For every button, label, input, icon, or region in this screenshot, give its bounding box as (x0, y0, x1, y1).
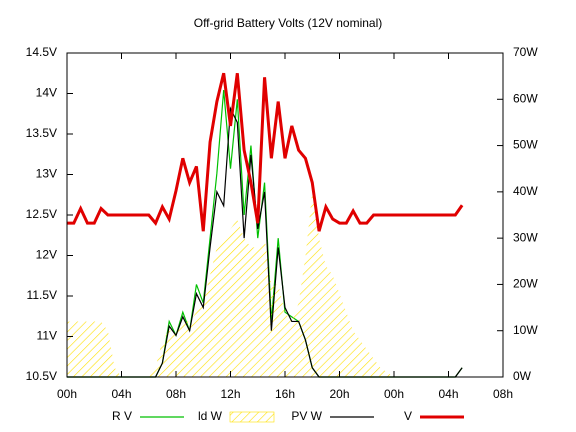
y2-tick-label: 20W (513, 277, 538, 291)
y2-tick-label: 0W (513, 369, 532, 383)
y2-tick-label: 40W (513, 184, 538, 198)
x-tick-label: 04h (438, 387, 458, 401)
legend-label: PV W (291, 409, 322, 423)
x-tick-label: 08h (166, 387, 186, 401)
area (67, 191, 463, 377)
x-tick-label: 20h (329, 387, 349, 401)
y-tick-label: 10.5V (26, 369, 57, 383)
y-tick-label: 13.5V (26, 126, 57, 140)
x-tick-label: 00h (57, 387, 77, 401)
y-tick-label: 11V (37, 329, 57, 343)
y2-tick-label: 10W (513, 323, 538, 337)
y2-tick-label: 60W (513, 91, 538, 105)
x-tick-label: 12h (220, 387, 240, 401)
y2-tick-label: 50W (513, 138, 538, 152)
y-tick-label: 14V (36, 86, 57, 100)
legend-label: R V (112, 409, 132, 423)
y2-tick-label: 70W (513, 45, 538, 59)
y-tick-label: 11.5V (27, 288, 57, 302)
y-tick-label: 12V (36, 248, 57, 262)
legend-label: ld W (198, 409, 223, 423)
x-tick-label: 16h (275, 387, 295, 401)
x-tick-label: 04h (111, 387, 131, 401)
legend-label: V (404, 409, 412, 423)
x-tick-label: 08h (493, 387, 513, 401)
y-tick-label: 12.5V (26, 207, 57, 221)
line (67, 72, 464, 232)
legend-swatch (229, 411, 275, 423)
chart-title: Off-grid Battery Volts (12V nominal) (194, 16, 383, 30)
y-tick-label: 14.5V (26, 45, 57, 59)
y2-tick-label: 30W (513, 230, 538, 244)
y-tick-label: 13V (36, 167, 57, 181)
x-tick-label: 00h (384, 387, 404, 401)
